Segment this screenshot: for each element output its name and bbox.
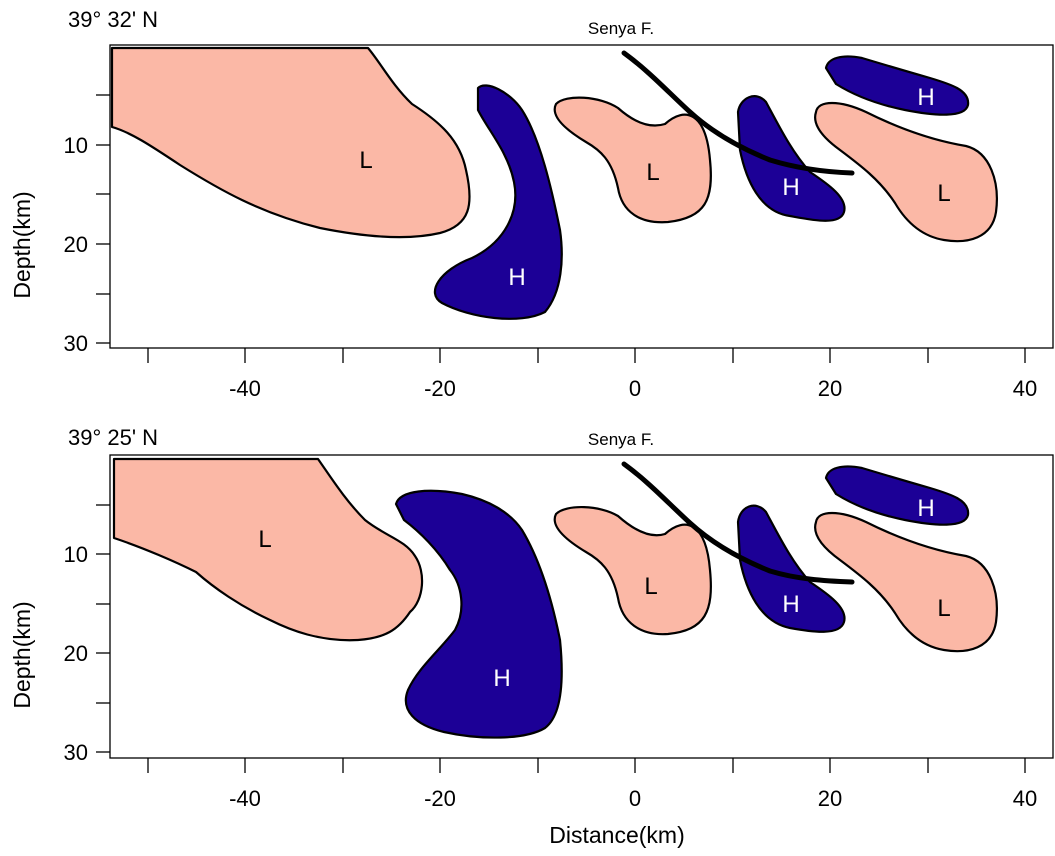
anomaly-letter: L [937, 180, 950, 207]
anomaly-letter: H [493, 665, 510, 692]
anomaly-letter: H [917, 495, 934, 522]
high-velocity-body [433, 84, 563, 320]
anomaly-letter: L [359, 147, 372, 174]
high-velocity-body [394, 489, 563, 739]
panel-top: 39° 32' N Senya F. L H L H H L 10 20 30 [9, 7, 1054, 401]
y-tick-label: 20 [64, 641, 88, 666]
x-tick-label: 20 [818, 786, 842, 811]
senya-fault-trace [621, 461, 855, 585]
x-tick-label: 40 [1013, 786, 1037, 811]
x-tick-label: -20 [424, 376, 456, 401]
y-tick-label: 10 [64, 133, 88, 158]
senya-fault-trace [621, 50, 855, 176]
x-tick-label: 0 [629, 786, 641, 811]
plot-frame [109, 454, 1054, 759]
y-tick-label: 30 [64, 331, 88, 356]
y-tick-label: 10 [64, 542, 88, 567]
fault-label: Senya F. [588, 430, 654, 449]
anomaly-letter: H [782, 591, 799, 618]
y-tick-label: 20 [64, 232, 88, 257]
low-velocity-body [814, 101, 998, 243]
fault-label: Senya F. [588, 19, 654, 38]
plot-frame [109, 44, 1054, 349]
anomaly-letter: L [937, 595, 950, 622]
anomaly-letter: H [917, 84, 934, 111]
high-velocity-body [736, 504, 846, 633]
y-axis-label: Depth(km) [9, 601, 35, 708]
anomaly-letter: L [646, 159, 659, 186]
low-velocity-body [553, 96, 712, 224]
anomaly-letter: H [508, 264, 525, 291]
x-tick-label: -40 [229, 376, 261, 401]
x-tick-label: -20 [424, 786, 456, 811]
high-velocity-body [824, 465, 970, 526]
latitude-label: 39° 32' N [68, 7, 158, 32]
x-tick-label: 0 [629, 376, 641, 401]
y-tick-label: 30 [64, 740, 88, 765]
x-axis-label: Distance(km) [549, 822, 684, 848]
anomaly-letter: L [258, 526, 271, 553]
low-velocity-body [110, 46, 471, 239]
y-axis-label: Depth(km) [9, 191, 35, 298]
low-velocity-body [814, 511, 998, 653]
x-tick-label: 40 [1013, 376, 1037, 401]
anomaly-letter: H [782, 174, 799, 201]
high-velocity-body [736, 95, 846, 222]
low-velocity-body [112, 457, 424, 642]
panel-bottom: 39° 25' N Senya F. L H L H H L 10 20 30 [9, 425, 1054, 811]
x-tick-label: 20 [818, 376, 842, 401]
latitude-label: 39° 25' N [68, 425, 158, 450]
anomaly-letter: L [644, 573, 657, 600]
x-tick-label: -40 [229, 786, 261, 811]
low-velocity-body [553, 505, 712, 636]
high-velocity-body [824, 55, 970, 116]
